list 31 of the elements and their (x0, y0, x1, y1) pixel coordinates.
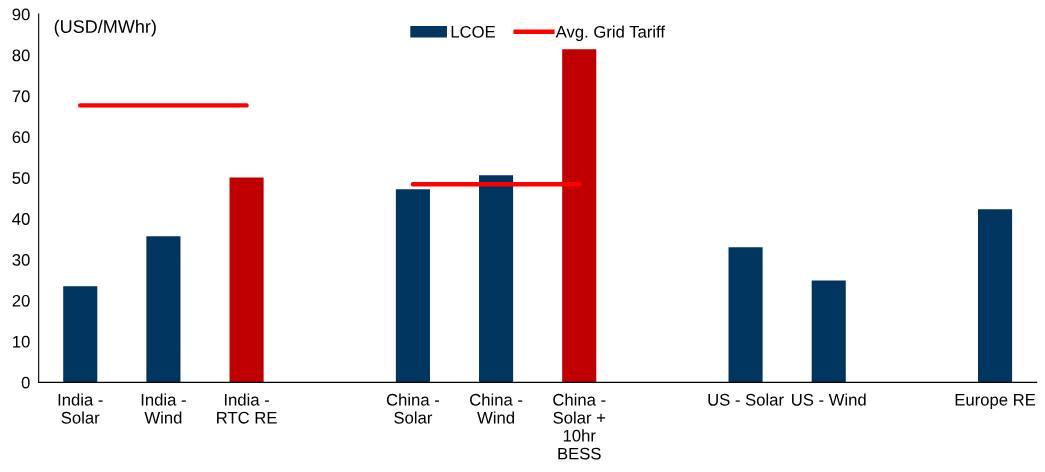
y-tick-label: 20 (12, 294, 30, 307)
bar (562, 49, 597, 383)
bar (229, 177, 264, 383)
y-tick-label: 90 (12, 8, 30, 21)
x-tick-label: China - Solar + 10hr BESS (553, 393, 606, 460)
x-tick-label: US - Solar (708, 393, 784, 406)
y-tick-label: 80 (12, 49, 30, 62)
x-tick-label: India - Solar (58, 393, 103, 424)
bar (63, 286, 98, 383)
y-tick-label: 40 (12, 213, 30, 225)
bar (978, 209, 1013, 383)
x-tick-label: China - Solar (386, 393, 440, 424)
bar (728, 247, 763, 383)
bar (811, 280, 846, 383)
y-tick-label: 30 (12, 254, 30, 266)
y-axis-title: (USD/MWhr) (54, 19, 156, 37)
bar (479, 175, 514, 383)
bar (395, 189, 430, 383)
y-tick-label: 10 (13, 335, 30, 348)
x-tick-label: US - Wind (792, 393, 866, 406)
x-tick-label: India - Wind (141, 393, 186, 424)
y-tick-label: 70 (12, 90, 30, 103)
x-tick-label: India - RTC RE (217, 393, 277, 424)
legend-label: LCOE (451, 25, 495, 38)
y-tick-label: 60 (12, 131, 30, 144)
legend-label: Avg. Grid Tariff (555, 25, 666, 42)
bar (146, 236, 181, 383)
x-tick-label: Europe RE (955, 394, 1036, 409)
y-tick-label: 50 (12, 172, 30, 184)
x-tick-label: China - Wind (470, 393, 523, 424)
y-tick-label: 0 (21, 376, 30, 389)
